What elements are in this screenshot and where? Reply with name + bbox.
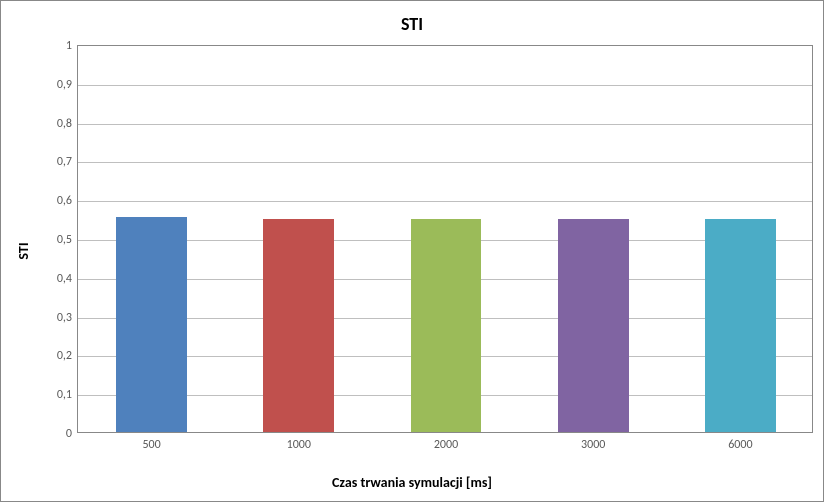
x-tick-label: 500: [142, 438, 160, 452]
y-tick-label: 0,3: [57, 311, 72, 325]
bar: [116, 217, 187, 432]
x-tick-label: 2000: [434, 438, 458, 452]
bar: [411, 219, 482, 432]
chart-title: STI: [1, 13, 823, 35]
x-tick-label: 3000: [581, 438, 605, 452]
gridline: [78, 85, 812, 86]
y-tick-label: 0,2: [57, 349, 72, 363]
y-tick-label: 0,6: [57, 194, 72, 208]
y-axis-title: STI: [15, 242, 32, 259]
y-tick-label: 0,5: [57, 233, 72, 247]
chart-frame: STI STI 00,10,20,30,40,50,60,70,80,91500…: [0, 0, 824, 502]
bar: [263, 219, 334, 432]
y-tick-label: 0,1: [57, 388, 72, 402]
y-tick-label: 1: [66, 39, 72, 53]
gridline: [78, 162, 812, 163]
plot-area: 00,10,20,30,40,50,60,70,80,9150010002000…: [77, 45, 813, 433]
bar: [705, 219, 776, 432]
y-tick-label: 0: [66, 427, 72, 441]
x-tick-label: 1000: [287, 438, 311, 452]
x-tick-label: 6000: [728, 438, 752, 452]
gridline: [78, 201, 812, 202]
y-tick-label: 0,4: [57, 272, 72, 286]
bar: [558, 219, 629, 432]
y-tick-label: 0,7: [57, 155, 72, 169]
y-tick-label: 0,9: [57, 78, 72, 92]
gridline: [78, 124, 812, 125]
x-axis-title: Czas trwania symulacji [ms]: [1, 474, 823, 491]
y-tick-label: 0,8: [57, 117, 72, 131]
